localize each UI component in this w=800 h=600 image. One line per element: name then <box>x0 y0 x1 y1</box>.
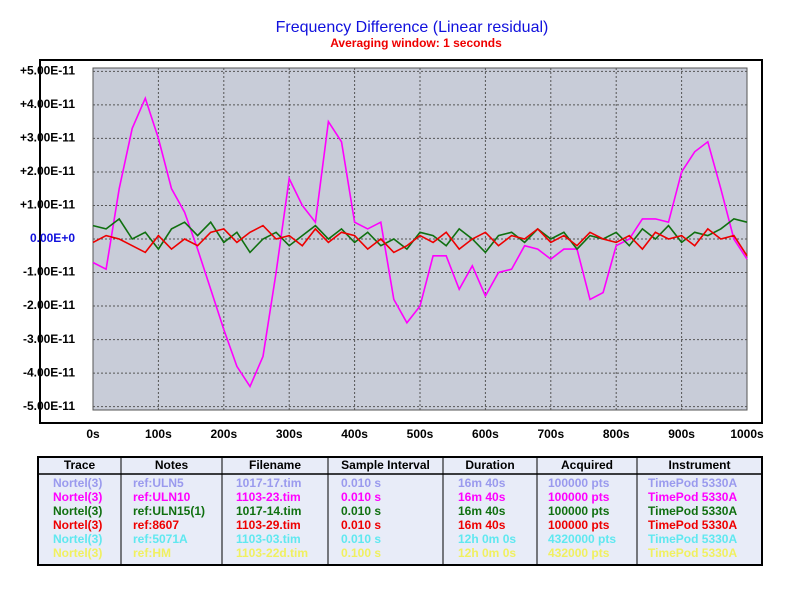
y-tick-label: -3.00E-11 <box>23 332 75 346</box>
table-cell: TimePod 5330A <box>648 518 737 532</box>
table-cell: 100000 pts <box>548 504 610 518</box>
table-cell: TimePod 5330A <box>648 504 737 518</box>
table-cell: 100000 pts <box>548 476 610 490</box>
table-cell: 0.010 s <box>341 504 381 518</box>
x-tick-label: 1000s <box>730 427 764 441</box>
table-cell: 12h 0m 0s <box>458 546 516 560</box>
column-header: Acquired <box>561 458 613 472</box>
table-cell: 4320000 pts <box>548 532 616 546</box>
x-tick-label: 400s <box>341 427 368 441</box>
chart-subtitle: Averaging window: 1 seconds <box>330 36 502 50</box>
table-cell: ref:ULN5 <box>133 476 184 490</box>
x-tick-label: 700s <box>537 427 564 441</box>
column-header: Sample Interval <box>341 458 430 472</box>
x-tick-label: 200s <box>210 427 237 441</box>
x-tick-label: 0s <box>86 427 100 441</box>
x-tick-label: 800s <box>603 427 630 441</box>
table-cell: Nortel(3) <box>53 546 102 560</box>
table-cell: 1103-23.tim <box>236 490 301 504</box>
table-cell: 16m 40s <box>458 490 506 504</box>
table-cell: 100000 pts <box>548 490 610 504</box>
table-cell: 0.010 s <box>341 532 381 546</box>
table-cell: 1103-22d.tim <box>236 546 308 560</box>
trace-table <box>37 456 763 566</box>
table-cell: 16m 40s <box>458 518 506 532</box>
x-tick-label: 100s <box>145 427 172 441</box>
column-header: Filename <box>249 458 301 472</box>
column-header: Duration <box>465 458 514 472</box>
table-cell: 0.100 s <box>341 546 381 560</box>
table-cell: ref:ULN10 <box>133 490 191 504</box>
x-tick-label: 600s <box>472 427 499 441</box>
table-cell: 1103-03.tim <box>236 532 301 546</box>
table-cell: 1017-17.tim <box>236 476 301 490</box>
table-cell: Nortel(3) <box>53 532 102 546</box>
table-cell: 0.010 s <box>341 476 381 490</box>
table-cell: TimePod 5330A <box>648 546 737 560</box>
y-tick-label: +4.00E-11 <box>20 97 75 111</box>
series-line <box>92 95 748 389</box>
table-cell: ref:HM <box>133 546 171 560</box>
x-tick-label: 300s <box>276 427 303 441</box>
chart-title: Frequency Difference (Linear residual) <box>276 19 549 36</box>
y-tick-label: -2.00E-11 <box>23 298 75 312</box>
column-header: Notes <box>155 458 189 472</box>
table-cell: 1103-29.tim <box>236 518 301 532</box>
y-tick-label: +3.00E-11 <box>20 131 75 145</box>
column-header: Trace <box>64 458 96 472</box>
y-tick-label: +1.00E-11 <box>20 198 75 212</box>
table-cell: ref:8607 <box>133 518 179 532</box>
table-cell: 432000 pts <box>548 546 610 560</box>
y-tick-label: -4.00E-11 <box>23 365 75 379</box>
y-tick-label: 0.00E+0 <box>30 231 75 245</box>
x-tick-label: 500s <box>407 427 434 441</box>
table-cell: TimePod 5330A <box>648 490 737 504</box>
table-cell: 16m 40s <box>458 476 506 490</box>
y-tick-label: +5.00E-11 <box>20 64 75 78</box>
table-cell: Nortel(3) <box>53 518 102 532</box>
table-cell: 0.010 s <box>341 518 381 532</box>
table-cell: ref:5071A <box>133 532 188 546</box>
table-cell: 100000 pts <box>548 518 610 532</box>
y-tick-label: -1.00E-11 <box>23 265 75 279</box>
table-cell: TimePod 5330A <box>648 476 737 490</box>
x-tick-label: 900s <box>668 427 695 441</box>
y-tick-label: -5.00E-11 <box>23 399 75 413</box>
table-cell: Nortel(3) <box>53 490 102 504</box>
plot-area <box>92 67 748 411</box>
table-cell: ref:ULN15(1) <box>133 504 205 518</box>
column-header: Instrument <box>668 458 730 472</box>
table-cell: 16m 40s <box>458 504 506 518</box>
y-tick-label: +2.00E-11 <box>20 164 75 178</box>
table-cell: 0.010 s <box>341 490 381 504</box>
series-line <box>92 224 748 257</box>
table-cell: 1017-14.tim <box>236 504 301 518</box>
table-cell: TimePod 5330A <box>648 532 737 546</box>
table-cell: Nortel(3) <box>53 504 102 518</box>
table-cell: 12h 0m 0s <box>458 532 516 546</box>
series-line <box>92 217 748 254</box>
table-cell: Nortel(3) <box>53 476 102 490</box>
